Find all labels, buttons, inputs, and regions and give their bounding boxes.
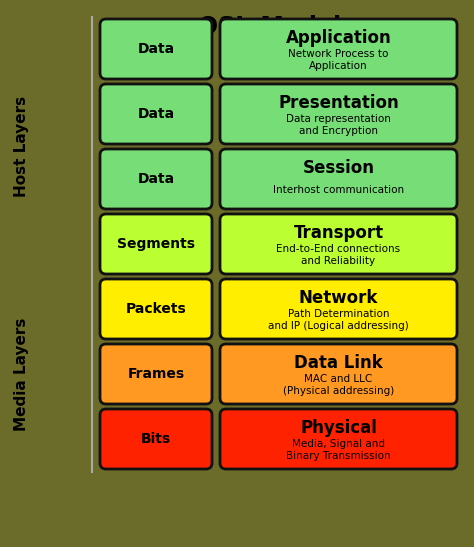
Text: Transport: Transport	[293, 224, 383, 242]
FancyBboxPatch shape	[220, 214, 457, 274]
Text: Network: Network	[299, 289, 378, 307]
Text: Data Link: Data Link	[294, 354, 383, 372]
Text: Frames: Frames	[128, 367, 184, 381]
Text: Media Layers: Media Layers	[15, 317, 29, 430]
FancyBboxPatch shape	[100, 409, 212, 469]
Text: Session: Session	[302, 159, 374, 177]
Text: End-to-End connections
and Reliability: End-to-End connections and Reliability	[276, 244, 401, 266]
Text: Packets: Packets	[126, 302, 186, 316]
Text: MAC and LLC
(Physical addressing): MAC and LLC (Physical addressing)	[283, 374, 394, 396]
Text: Media, Signal and
Binary Transmission: Media, Signal and Binary Transmission	[286, 439, 391, 461]
Text: Segments: Segments	[117, 237, 195, 251]
FancyBboxPatch shape	[220, 149, 457, 209]
Text: Data: Data	[135, 48, 178, 66]
FancyBboxPatch shape	[220, 344, 457, 404]
Text: Data: Data	[137, 172, 174, 186]
Text: Host Layers: Host Layers	[15, 96, 29, 197]
Text: Path Determination
and IP (Logical addressing): Path Determination and IP (Logical addre…	[268, 309, 409, 331]
Text: Application: Application	[286, 29, 392, 47]
FancyBboxPatch shape	[220, 409, 457, 469]
FancyBboxPatch shape	[100, 279, 212, 339]
Text: Bits: Bits	[141, 432, 171, 446]
FancyBboxPatch shape	[100, 84, 212, 144]
FancyBboxPatch shape	[100, 214, 212, 274]
Text: Data: Data	[137, 107, 174, 121]
FancyBboxPatch shape	[100, 344, 212, 404]
Text: Data representation
and Encryption: Data representation and Encryption	[286, 114, 391, 136]
Text: Physical: Physical	[300, 419, 377, 437]
Text: Layer: Layer	[307, 47, 369, 67]
Text: Data: Data	[137, 42, 174, 56]
FancyBboxPatch shape	[100, 149, 212, 209]
FancyBboxPatch shape	[220, 19, 457, 79]
Text: Presentation: Presentation	[278, 94, 399, 112]
FancyBboxPatch shape	[220, 279, 457, 339]
Text: OSI  Model: OSI Model	[199, 15, 342, 39]
FancyBboxPatch shape	[220, 84, 457, 144]
Text: Interhost communication: Interhost communication	[273, 185, 404, 195]
FancyBboxPatch shape	[100, 19, 212, 79]
Text: Network Process to
Application: Network Process to Application	[288, 49, 389, 71]
